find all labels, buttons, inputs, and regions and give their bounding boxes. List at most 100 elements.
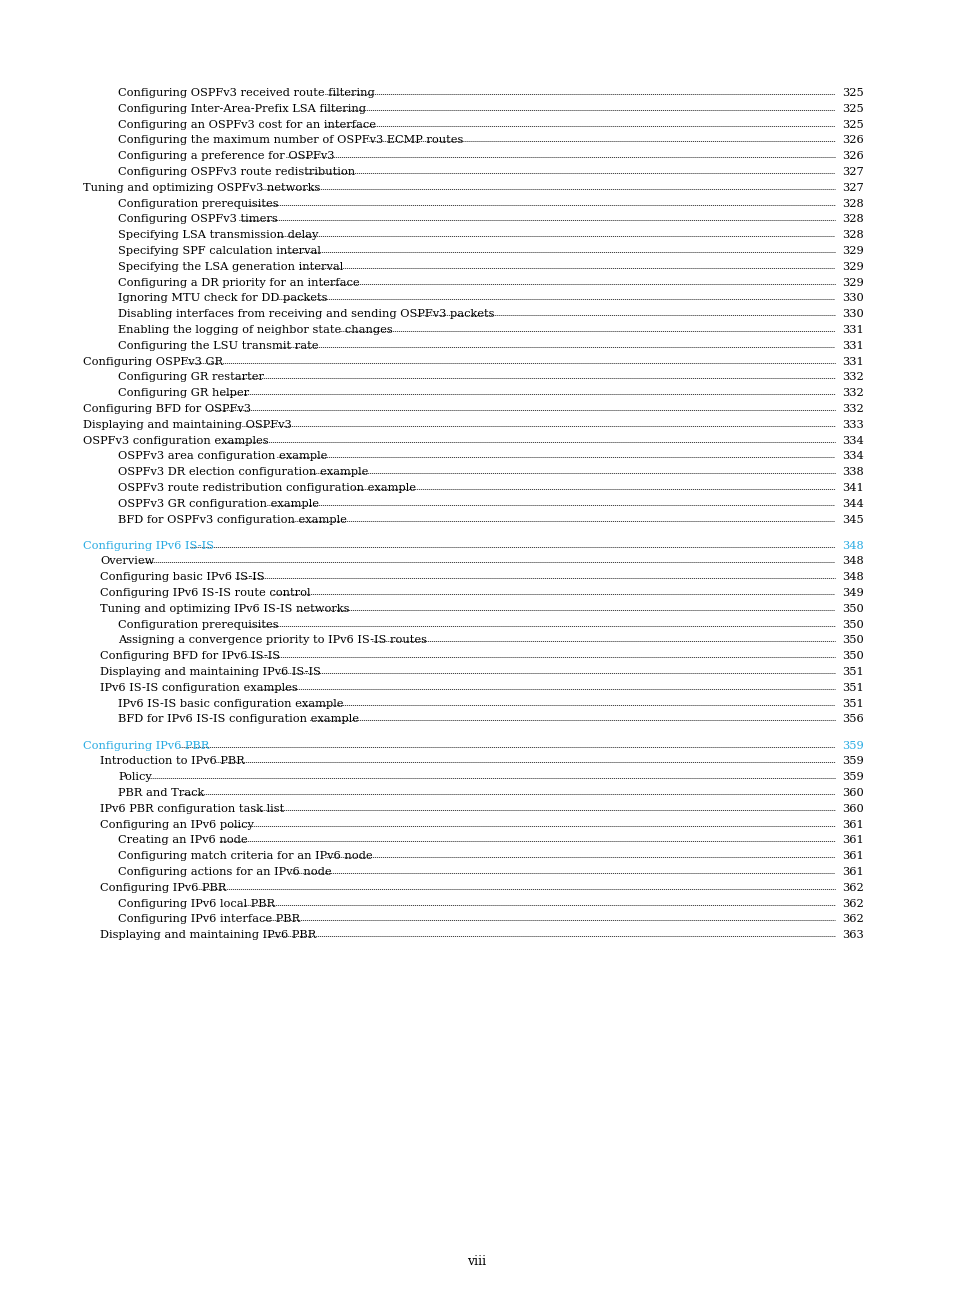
Text: 361: 361	[841, 867, 862, 877]
Text: 360: 360	[841, 788, 862, 798]
Text: 326: 326	[841, 135, 862, 145]
Text: 359: 359	[841, 757, 862, 766]
Text: 361: 361	[841, 851, 862, 861]
Text: 361: 361	[841, 836, 862, 845]
Text: Ignoring MTU check for DD packets: Ignoring MTU check for DD packets	[118, 293, 327, 303]
Text: 332: 332	[841, 372, 862, 382]
Text: 338: 338	[841, 467, 862, 477]
Text: Enabling the logging of neighbor state changes: Enabling the logging of neighbor state c…	[118, 325, 393, 334]
Text: 350: 350	[841, 619, 862, 630]
Text: 362: 362	[841, 883, 862, 893]
Text: 330: 330	[841, 293, 862, 303]
Text: 349: 349	[841, 588, 862, 597]
Text: BFD for OSPFv3 configuration example: BFD for OSPFv3 configuration example	[118, 515, 347, 525]
Text: 348: 348	[841, 573, 862, 582]
Text: Introduction to IPv6 PBR: Introduction to IPv6 PBR	[100, 757, 245, 766]
Text: 362: 362	[841, 915, 862, 924]
Text: OSPFv3 route redistribution configuration example: OSPFv3 route redistribution configuratio…	[118, 483, 416, 492]
Text: OSPFv3 DR election configuration example: OSPFv3 DR election configuration example	[118, 467, 368, 477]
Text: 356: 356	[841, 714, 862, 724]
Text: Specifying SPF calculation interval: Specifying SPF calculation interval	[118, 246, 320, 257]
Text: PBR and Track: PBR and Track	[118, 788, 204, 798]
Text: 329: 329	[841, 246, 862, 257]
Text: IPv6 PBR configuration task list: IPv6 PBR configuration task list	[100, 804, 284, 814]
Text: 348: 348	[841, 540, 862, 551]
Text: 328: 328	[841, 231, 862, 240]
Text: Configuring IPv6 PBR: Configuring IPv6 PBR	[83, 740, 209, 750]
Text: Configuring OSPFv3 received route filtering: Configuring OSPFv3 received route filter…	[118, 88, 375, 98]
Text: Configuring OSPFv3 route redistribution: Configuring OSPFv3 route redistribution	[118, 167, 355, 178]
Text: IPv6 IS-IS basic configuration example: IPv6 IS-IS basic configuration example	[118, 699, 343, 709]
Text: Overview: Overview	[100, 556, 154, 566]
Text: 350: 350	[841, 635, 862, 645]
Text: Configuring match criteria for an IPv6 node: Configuring match criteria for an IPv6 n…	[118, 851, 373, 861]
Text: Configuring Inter-Area-Prefix LSA filtering: Configuring Inter-Area-Prefix LSA filter…	[118, 104, 366, 114]
Text: Configuring actions for an IPv6 node: Configuring actions for an IPv6 node	[118, 867, 332, 877]
Text: Configuring the maximum number of OSPFv3 ECMP routes: Configuring the maximum number of OSPFv3…	[118, 135, 463, 145]
Text: Configuring IPv6 IS-IS route control: Configuring IPv6 IS-IS route control	[100, 588, 310, 597]
Text: 363: 363	[841, 931, 862, 940]
Text: Configuration prerequisites: Configuration prerequisites	[118, 198, 278, 209]
Text: OSPFv3 GR configuration example: OSPFv3 GR configuration example	[118, 499, 318, 509]
Text: BFD for IPv6 IS-IS configuration example: BFD for IPv6 IS-IS configuration example	[118, 714, 358, 724]
Text: 328: 328	[841, 198, 862, 209]
Text: Configuring IPv6 PBR: Configuring IPv6 PBR	[100, 883, 226, 893]
Text: 361: 361	[841, 819, 862, 829]
Text: 334: 334	[841, 451, 862, 461]
Text: 331: 331	[841, 325, 862, 334]
Text: 330: 330	[841, 310, 862, 319]
Text: Displaying and maintaining OSPFv3: Displaying and maintaining OSPFv3	[83, 420, 292, 430]
Text: 326: 326	[841, 152, 862, 161]
Text: Configuration prerequisites: Configuration prerequisites	[118, 619, 278, 630]
Text: 328: 328	[841, 214, 862, 224]
Text: 329: 329	[841, 277, 862, 288]
Text: 325: 325	[841, 88, 862, 98]
Text: 344: 344	[841, 499, 862, 509]
Text: 332: 332	[841, 404, 862, 413]
Text: 329: 329	[841, 262, 862, 272]
Text: 362: 362	[841, 898, 862, 908]
Text: 325: 325	[841, 119, 862, 130]
Text: 359: 359	[841, 772, 862, 783]
Text: 348: 348	[841, 556, 862, 566]
Text: Configuring BFD for IPv6 IS-IS: Configuring BFD for IPv6 IS-IS	[100, 652, 280, 661]
Text: 327: 327	[841, 167, 862, 178]
Text: 333: 333	[841, 420, 862, 430]
Text: Creating an IPv6 node: Creating an IPv6 node	[118, 836, 248, 845]
Text: 360: 360	[841, 804, 862, 814]
Text: 359: 359	[841, 740, 862, 750]
Text: IPv6 IS-IS configuration examples: IPv6 IS-IS configuration examples	[100, 683, 297, 693]
Text: Tuning and optimizing IPv6 IS-IS networks: Tuning and optimizing IPv6 IS-IS network…	[100, 604, 349, 614]
Text: OSPFv3 configuration examples: OSPFv3 configuration examples	[83, 435, 269, 446]
Text: Configuring IPv6 interface PBR: Configuring IPv6 interface PBR	[118, 915, 300, 924]
Text: Assigning a convergence priority to IPv6 IS-IS routes: Assigning a convergence priority to IPv6…	[118, 635, 427, 645]
Text: Disabling interfaces from receiving and sending OSPFv3 packets: Disabling interfaces from receiving and …	[118, 310, 494, 319]
Text: viii: viii	[467, 1255, 486, 1267]
Text: 351: 351	[841, 683, 862, 693]
Text: Configuring IPv6 local PBR: Configuring IPv6 local PBR	[118, 898, 274, 908]
Text: Policy: Policy	[118, 772, 152, 783]
Text: Configuring BFD for OSPFv3: Configuring BFD for OSPFv3	[83, 404, 251, 413]
Text: 345: 345	[841, 515, 862, 525]
Text: 325: 325	[841, 104, 862, 114]
Text: Configuring a preference for OSPFv3: Configuring a preference for OSPFv3	[118, 152, 335, 161]
Text: 327: 327	[841, 183, 862, 193]
Text: 334: 334	[841, 435, 862, 446]
Text: 331: 331	[841, 356, 862, 367]
Text: Configuring IPv6 IS-IS: Configuring IPv6 IS-IS	[83, 540, 213, 551]
Text: Configuring GR helper: Configuring GR helper	[118, 389, 249, 398]
Text: 350: 350	[841, 604, 862, 614]
Text: Specifying LSA transmission delay: Specifying LSA transmission delay	[118, 231, 318, 240]
Text: Displaying and maintaining IPv6 PBR: Displaying and maintaining IPv6 PBR	[100, 931, 315, 940]
Text: Tuning and optimizing OSPFv3 networks: Tuning and optimizing OSPFv3 networks	[83, 183, 320, 193]
Text: Configuring OSPFv3 GR: Configuring OSPFv3 GR	[83, 356, 223, 367]
Text: Configuring the LSU transmit rate: Configuring the LSU transmit rate	[118, 341, 318, 351]
Text: Displaying and maintaining IPv6 IS-IS: Displaying and maintaining IPv6 IS-IS	[100, 667, 320, 677]
Text: Configuring an IPv6 policy: Configuring an IPv6 policy	[100, 819, 253, 829]
Text: Configuring GR restarter: Configuring GR restarter	[118, 372, 264, 382]
Text: Configuring basic IPv6 IS-IS: Configuring basic IPv6 IS-IS	[100, 573, 264, 582]
Text: 341: 341	[841, 483, 862, 492]
Text: Configuring an OSPFv3 cost for an interface: Configuring an OSPFv3 cost for an interf…	[118, 119, 375, 130]
Text: 350: 350	[841, 652, 862, 661]
Text: 332: 332	[841, 389, 862, 398]
